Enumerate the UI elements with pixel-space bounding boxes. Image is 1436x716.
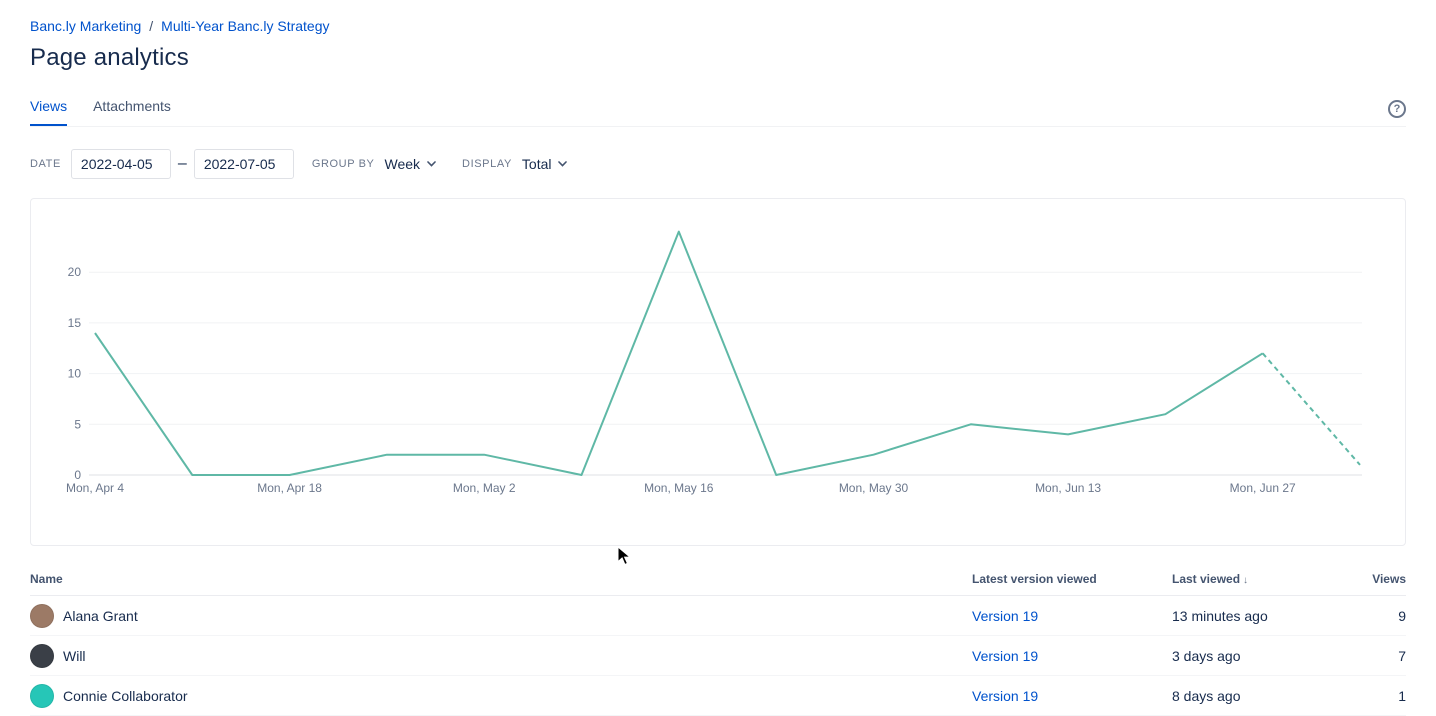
views-count: 1 [1398,687,1406,704]
version-link[interactable]: Version 19 [972,687,1039,704]
date-from-input[interactable]: 2022-04-05 [70,149,171,179]
views-line-chart: 0 5 10 15 20 Mon, Apr 4 Mon, Apr 18 Mon, May 2 M… [30,198,1406,546]
group-by-dropdown[interactable]: Week [385,156,437,172]
views-count: 9 [1398,607,1406,624]
column-header-version[interactable]: Latest version viewed [972,572,1097,586]
tab-views[interactable]: Views [30,92,67,126]
last-viewed-value: 8 days ago [1172,687,1241,704]
display-value: Total [521,156,552,172]
avatar [30,603,54,628]
viewer-name-cell: Will [30,643,972,668]
viewer-name-cell: Alana Grant [30,603,972,628]
viewer-name: Alana Grant [63,607,138,624]
version-link[interactable]: Version 19 [972,607,1039,624]
svg-text:Mon, May 2: Mon, May 2 [453,481,516,495]
display-label: DISPLAY [462,158,512,170]
help-icon[interactable]: ? [1388,100,1406,118]
svg-text:Mon, Jun 27: Mon, Jun 27 [1230,481,1296,495]
breadcrumb-link-space[interactable]: Banc.ly Marketing [30,18,142,34]
viewer-name-cell: Connie Collaborator [30,683,972,708]
svg-text:15: 15 [68,316,82,330]
column-header-last-viewed-label: Last viewed [1172,572,1241,586]
svg-text:Mon, Apr 18: Mon, Apr 18 [257,481,322,495]
svg-text:5: 5 [74,417,81,431]
svg-text:10: 10 [68,367,82,381]
sort-descending-icon: ↓ [1243,575,1249,586]
version-link[interactable]: Version 19 [972,647,1039,664]
table-row: Will Version 19 3 days ago 7 [30,636,1406,676]
column-header-name[interactable]: Name [30,572,63,586]
chevron-down-icon [427,161,436,167]
avatar [30,643,54,668]
svg-text:Mon, Jun 13: Mon, Jun 13 [1035,481,1101,495]
column-header-views[interactable]: Views [1372,572,1406,586]
breadcrumb: Banc.ly Marketing / Multi-Year Banc.ly S… [30,18,1406,34]
group-by-value: Week [384,156,421,172]
viewer-name: Will [63,647,86,664]
last-viewed-value: 13 minutes ago [1172,607,1268,624]
viewers-table: Name Latest version viewed Last viewed ↓ … [30,572,1406,716]
svg-text:20: 20 [68,265,82,279]
breadcrumb-separator: / [149,18,154,34]
svg-text:Mon, May 30: Mon, May 30 [839,481,909,495]
views-count: 7 [1398,647,1406,664]
viewer-name: Connie Collaborator [63,687,188,704]
date-label: DATE [30,158,61,170]
page-title: Page analytics [30,44,189,71]
tabs: Views Attachments [30,92,171,126]
svg-text:Mon, May 16: Mon, May 16 [644,481,714,495]
avatar [30,683,54,708]
date-range-separator: – [177,155,187,172]
display-dropdown[interactable]: Total [522,156,568,172]
filter-bar: DATE 2022-04-05 – 2022-07-05 GROUP BY We… [30,149,1406,179]
views-chart-svg: 0 5 10 15 20 Mon, Apr 4 Mon, Apr 18 Mon, May 2 M… [66,230,1362,495]
group-by-label: GROUP BY [311,158,375,170]
breadcrumb-link-page[interactable]: Multi-Year Banc.ly Strategy [161,18,330,34]
table-row: Alana Grant Version 19 13 minutes ago 9 [30,596,1406,636]
table-row: Connie Collaborator Version 19 8 days ag… [30,676,1406,716]
svg-text:Mon, Apr 4: Mon, Apr 4 [66,481,124,495]
last-viewed-value: 3 days ago [1172,647,1241,664]
svg-text:0: 0 [74,468,81,482]
tab-attachments[interactable]: Attachments [93,98,171,114]
table-header: Name Latest version viewed Last viewed ↓ … [30,572,1406,596]
tabs-row: Views Attachments ? [30,92,1406,127]
column-header-last-viewed[interactable]: Last viewed ↓ [1172,572,1336,586]
chevron-down-icon [558,161,568,167]
date-to-input[interactable]: 2022-07-05 [193,149,294,179]
